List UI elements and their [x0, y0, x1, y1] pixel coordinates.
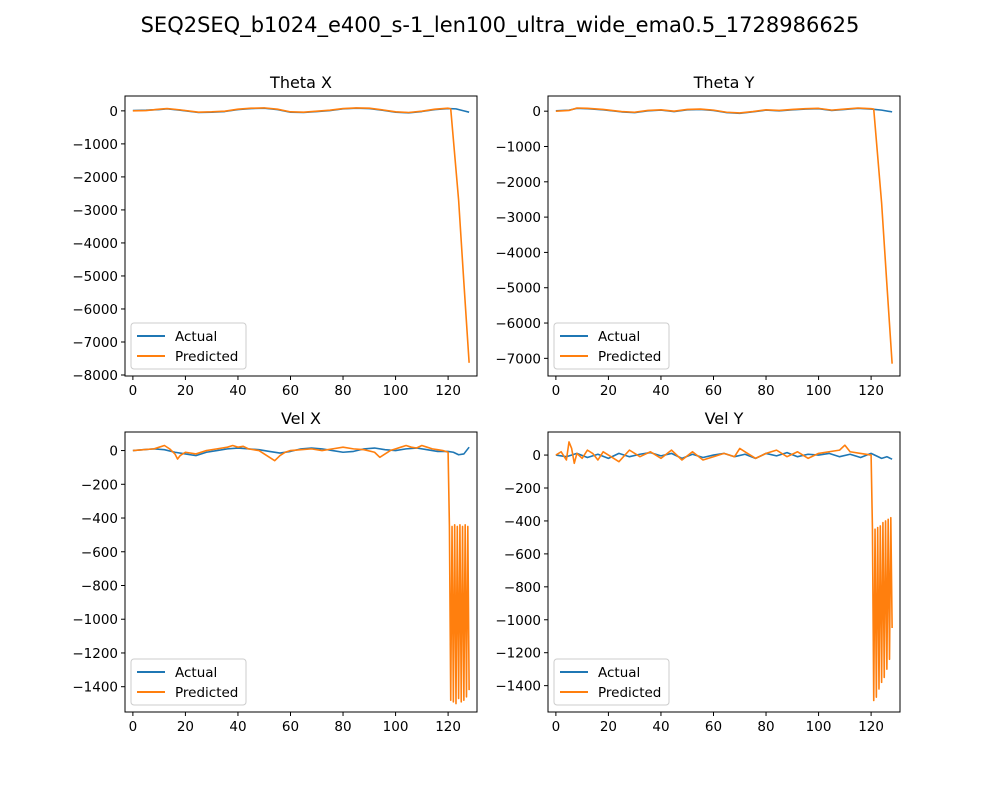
subplot-title: Theta X: [269, 73, 332, 92]
y-tick-label: 0: [532, 448, 541, 464]
y-tick-label: −2000: [495, 175, 541, 191]
y-tick-label: −5000: [72, 269, 118, 285]
axes-frame: [124, 95, 478, 377]
y-tick-label: −7000: [72, 335, 118, 351]
axes-frame: [547, 95, 901, 377]
y-tick-label: −400: [504, 514, 541, 530]
y-tick-label: −6000: [495, 316, 541, 332]
y-tick-label: −1000: [72, 612, 118, 628]
y-tick-label: −1000: [72, 137, 118, 153]
y-tick-label: −1400: [495, 679, 541, 695]
y-tick-label: −2000: [72, 170, 118, 186]
y-tick-label: −5000: [495, 281, 541, 297]
x-tick-label: 40: [652, 719, 669, 735]
series-line-predicted: [132, 107, 470, 363]
y-tick-label: −3000: [495, 210, 541, 226]
legend-box: [553, 658, 670, 706]
y-tick-label: 0: [109, 444, 118, 460]
y-tick-label: −1400: [72, 680, 118, 696]
x-tick-label: 40: [652, 383, 669, 399]
series-line-actual: [132, 446, 470, 457]
x-tick-label: 0: [552, 719, 561, 735]
legend-label: Actual: [175, 665, 217, 681]
x-tick-label: 100: [383, 383, 409, 399]
y-tick-label: −7000: [495, 351, 541, 367]
x-tick-label: 120: [858, 383, 884, 399]
subplot-grid: Theta X0 20 40 60 80 100 1200−1000−2000−3000−4…: [72, 73, 901, 735]
y-tick-label: −600: [504, 547, 541, 563]
y-tick-label: −8000: [72, 368, 118, 384]
legend: Actual Predicted: [553, 658, 670, 706]
x-tick-label: 40: [229, 719, 246, 735]
x-tick-label: 20: [600, 719, 617, 735]
axes-frame: [547, 431, 901, 713]
y-tick-label: −4000: [495, 245, 541, 261]
y-tick-label: −800: [81, 578, 118, 594]
legend-label: Actual: [598, 665, 640, 681]
x-tick-label: 60: [282, 719, 299, 735]
legend-box: [553, 322, 670, 370]
legend-label: Actual: [175, 329, 217, 345]
series-line-predicted: [555, 441, 893, 702]
y-tick-label: −200: [504, 481, 541, 497]
x-tick-label: 20: [177, 719, 194, 735]
legend-box: [130, 322, 247, 370]
x-tick-label: 120: [435, 719, 461, 735]
subplot-theta-x: Theta X 0 20 40 60 80 100 120 0 −1000 −2000 −3000 −4…: [72, 73, 478, 399]
y-tick-label: −1200: [495, 646, 541, 662]
figure-title: SEQ2SEQ_b1024_e400_s-1_len100_ultra_wide…: [141, 13, 860, 38]
x-tick-label: 120: [858, 719, 884, 735]
legend-label: Predicted: [598, 685, 661, 701]
y-tick-label: −4000: [72, 236, 118, 252]
series-line-predicted: [555, 107, 893, 364]
legend-box: [130, 658, 247, 706]
x-tick-label: 20: [177, 383, 194, 399]
x-tick-label: 120: [435, 383, 461, 399]
legend-label: Actual: [598, 329, 640, 345]
y-tick-label: −3000: [72, 203, 118, 219]
axes-frame: [124, 431, 478, 713]
subplot-vel-y: Vel Y 0 20 40 60 80 100 120 0 −200 −400 −600 −800 −10…: [495, 409, 901, 735]
subplot-vel-x: Vel X 0 20 40 60 80 100 120 0 −200 −400 −600 −800 −10…: [72, 409, 478, 735]
y-tick-label: −800: [504, 580, 541, 596]
x-tick-label: 80: [757, 383, 774, 399]
subplot-theta-y: Theta Y 0 20 40 60 80 100 120 0 −1000 −2000 −3000 −4…: [495, 73, 901, 399]
legend-label: Predicted: [598, 349, 661, 365]
x-tick-label: 80: [334, 719, 351, 735]
legend: Actual Predicted: [130, 322, 247, 370]
x-tick-label: 100: [383, 719, 409, 735]
x-tick-label: 100: [806, 719, 832, 735]
x-tick-label: 0: [552, 383, 561, 399]
x-tick-label: 60: [705, 719, 722, 735]
subplot-title: Vel Y: [705, 409, 744, 428]
subplot-title: Theta Y: [693, 73, 755, 92]
x-tick-label: 60: [705, 383, 722, 399]
x-tick-label: 60: [282, 383, 299, 399]
x-tick-label: 40: [229, 383, 246, 399]
x-tick-label: 100: [806, 383, 832, 399]
legend-label: Predicted: [175, 685, 238, 701]
y-tick-label: −200: [81, 477, 118, 493]
y-tick-label: 0: [109, 104, 118, 120]
x-tick-label: 80: [757, 719, 774, 735]
x-tick-label: 0: [129, 383, 138, 399]
x-tick-label: 0: [129, 719, 138, 735]
legend: Actual Predicted: [553, 322, 670, 370]
y-tick-label: −6000: [72, 302, 118, 318]
x-tick-label: 80: [334, 383, 351, 399]
x-tick-label: 20: [600, 383, 617, 399]
y-tick-label: 0: [532, 104, 541, 120]
y-tick-label: −600: [81, 545, 118, 561]
subplot-title: Vel X: [281, 409, 321, 428]
y-tick-label: −400: [81, 511, 118, 527]
y-tick-label: −1000: [495, 139, 541, 155]
legend: Actual Predicted: [130, 658, 247, 706]
y-tick-label: −1000: [495, 613, 541, 629]
series-line-predicted: [132, 444, 470, 705]
y-tick-label: −1200: [72, 646, 118, 662]
legend-label: Predicted: [175, 349, 238, 365]
